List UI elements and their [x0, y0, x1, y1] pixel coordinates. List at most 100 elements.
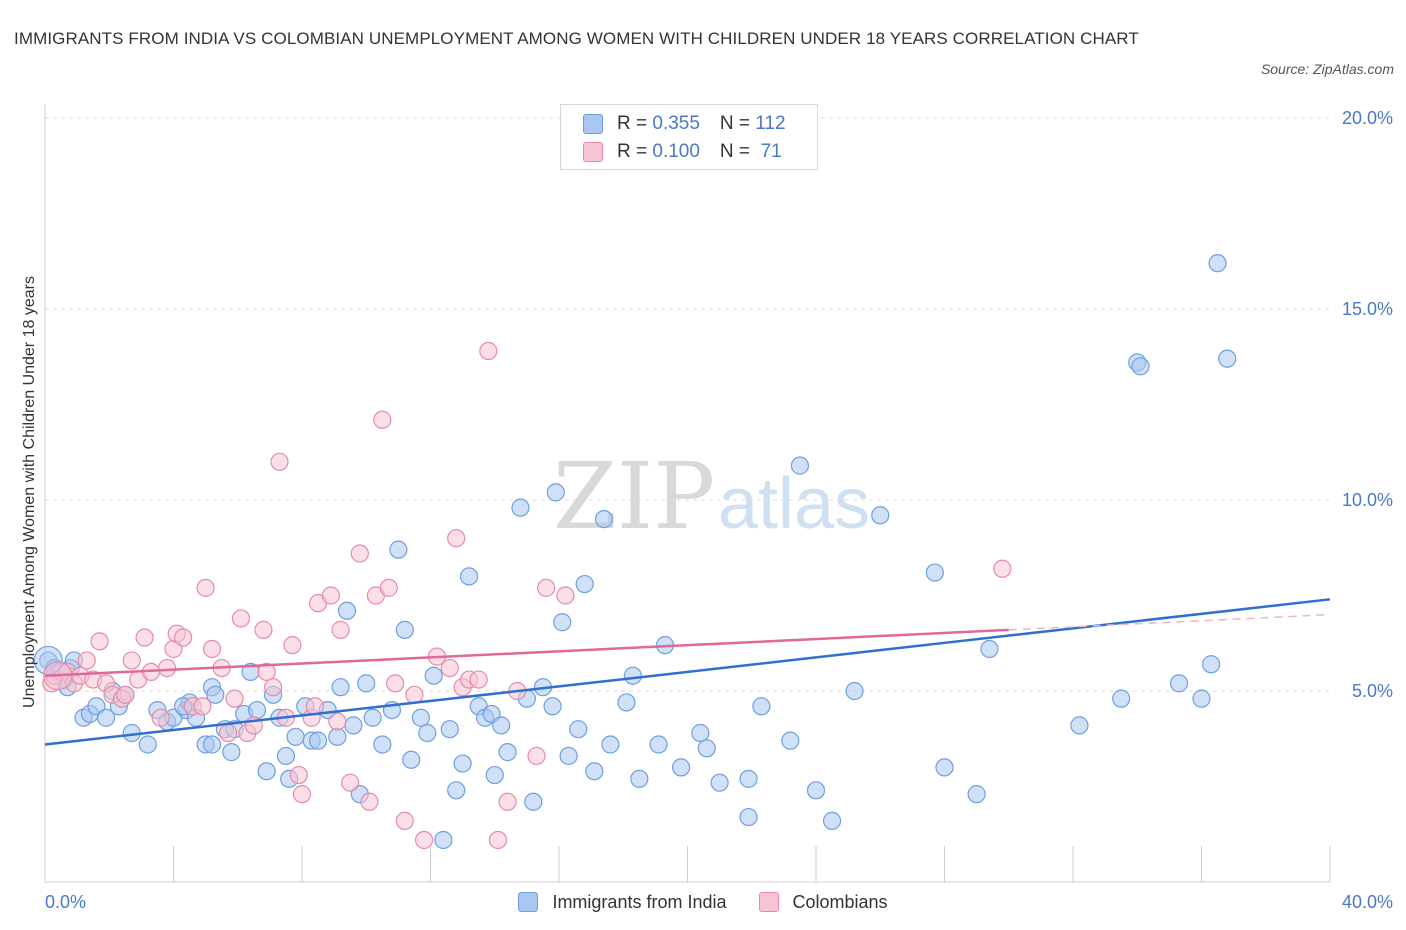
- y-tick-label: 10.0%: [1342, 490, 1393, 510]
- point-india: [671, 758, 691, 777]
- point-india: [691, 723, 710, 743]
- point-colombians: [193, 697, 212, 716]
- series-legend-colombians[interactable]: Colombians: [758, 888, 888, 916]
- point-colombians: [405, 685, 424, 704]
- point-india: [498, 743, 517, 762]
- point-colombians: [328, 712, 347, 731]
- point-india: [710, 773, 729, 792]
- point-colombians: [283, 636, 302, 655]
- point-colombians: [440, 658, 459, 678]
- point-colombians: [122, 651, 141, 670]
- legend-n-value: 71: [755, 141, 782, 162]
- point-colombians: [157, 658, 177, 678]
- trend-lines: [44, 598, 1331, 746]
- point-india: [543, 697, 562, 716]
- point-colombians: [225, 689, 244, 708]
- point-colombians: [350, 544, 369, 563]
- point-colombians: [196, 578, 215, 597]
- trend-line-india: [44, 598, 1331, 746]
- point-colombians: [993, 559, 1012, 578]
- point-colombians: [116, 685, 135, 704]
- point-colombians: [488, 830, 508, 850]
- data-points: [33, 254, 1237, 850]
- correlation-legend: R = 0.355 N = 112 R = 0.100 N = 71: [560, 104, 818, 170]
- point-india: [553, 613, 572, 632]
- point-colombians: [414, 830, 434, 850]
- point-india: [395, 620, 414, 639]
- point-india: [331, 678, 350, 697]
- point-india: [739, 769, 758, 788]
- legend-swatch-india: [583, 114, 603, 134]
- point-colombians: [77, 651, 96, 670]
- point-colombians: [373, 410, 392, 429]
- legend-n-label: N =: [719, 113, 756, 134]
- x-tick-label: 40.0%: [1342, 892, 1393, 912]
- point-colombians: [90, 632, 109, 651]
- point-india: [739, 807, 758, 827]
- point-india: [585, 762, 604, 781]
- point-india: [373, 735, 392, 754]
- point-india: [935, 758, 954, 777]
- point-colombians: [537, 578, 556, 597]
- point-colombians: [257, 662, 276, 682]
- point-india: [511, 498, 530, 517]
- point-colombians: [254, 620, 273, 639]
- chart-title: IMMIGRANTS FROM INDIA VS COLOMBIAN UNEMP…: [14, 29, 1139, 48]
- legend-row-colombians: R = 0.100 N = 71: [583, 139, 782, 165]
- point-colombians: [263, 678, 283, 697]
- point-india: [871, 506, 890, 525]
- point-colombians: [331, 620, 350, 639]
- point-colombians: [270, 452, 289, 471]
- y-axis-label: Unemployment Among Women with Children U…: [21, 276, 38, 708]
- point-india: [328, 727, 347, 746]
- grid-lines: [45, 117, 1330, 692]
- point-india: [434, 830, 453, 850]
- legend-n-value: 112: [755, 113, 786, 134]
- point-india: [459, 567, 479, 586]
- point-india: [447, 781, 466, 800]
- watermark-zip: ZIP: [553, 443, 715, 550]
- point-india: [1218, 349, 1237, 368]
- point-colombians: [527, 746, 546, 766]
- point-india: [286, 727, 305, 746]
- point-colombians: [447, 529, 466, 548]
- point-india: [357, 674, 376, 693]
- point-india: [363, 708, 382, 727]
- point-india: [569, 720, 588, 739]
- point-colombians: [360, 792, 379, 811]
- point-india: [575, 574, 594, 594]
- point-india: [1169, 674, 1189, 693]
- point-colombians: [321, 586, 341, 605]
- legend-r-label: R =: [617, 113, 653, 134]
- point-india: [790, 456, 810, 475]
- series-swatch-colombians: [758, 892, 779, 912]
- point-india: [402, 750, 421, 769]
- point-india: [822, 811, 842, 830]
- point-colombians: [479, 341, 498, 361]
- y-tick-label: 15.0%: [1342, 299, 1393, 319]
- point-india: [202, 735, 222, 754]
- point-colombians: [174, 628, 193, 647]
- point-colombians: [498, 792, 517, 811]
- y-tick-label: 20.0%: [1342, 108, 1393, 128]
- point-india: [440, 720, 459, 739]
- point-india: [601, 735, 620, 754]
- series-legend-india[interactable]: Immigrants from India: [518, 888, 727, 916]
- legend-row-india: R = 0.355 N = 112: [583, 111, 786, 137]
- point-india: [967, 785, 986, 804]
- point-india: [222, 743, 241, 762]
- point-colombians: [231, 609, 251, 628]
- source-note: Source: ZipAtlas.com: [1260, 61, 1394, 77]
- point-india: [96, 708, 116, 727]
- legend-swatch-colombians: [583, 142, 603, 162]
- point-india: [424, 666, 443, 685]
- point-colombians: [379, 578, 398, 597]
- point-india: [1192, 689, 1211, 708]
- trend-line-colombians: [44, 628, 1009, 677]
- point-india: [697, 739, 716, 758]
- point-india: [752, 697, 771, 716]
- point-india: [1208, 254, 1227, 273]
- y-tick-label: 5.0%: [1352, 681, 1393, 701]
- point-india: [247, 700, 267, 720]
- point-colombians: [202, 639, 222, 659]
